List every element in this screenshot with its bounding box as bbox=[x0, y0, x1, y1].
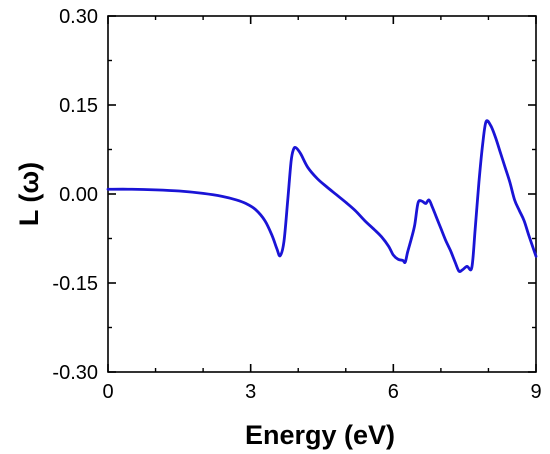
y-tick-label: 0.00 bbox=[59, 184, 98, 206]
axes bbox=[107, 15, 537, 373]
x-tick-label: 6 bbox=[388, 381, 399, 403]
x-axis-label: Energy (eV) bbox=[245, 420, 395, 450]
y-tick-label: -0.30 bbox=[52, 362, 98, 384]
y-tick-label: -0.15 bbox=[52, 273, 98, 295]
x-tick-label: 9 bbox=[530, 381, 541, 403]
y-axis-label: L (ω) bbox=[14, 162, 44, 226]
plot-frame bbox=[107, 15, 537, 373]
y-tick-label: 0.15 bbox=[59, 95, 98, 117]
y-tick-label: 0.30 bbox=[59, 6, 98, 28]
tick-layer: 0 3 6 9 0.30 0.15 0.00 -0.15 -0.30 bbox=[52, 6, 541, 403]
x-tick-label: 0 bbox=[102, 381, 113, 403]
series-line bbox=[106, 119, 538, 273]
series-layer bbox=[106, 119, 538, 273]
x-tick-label: 3 bbox=[245, 381, 256, 403]
